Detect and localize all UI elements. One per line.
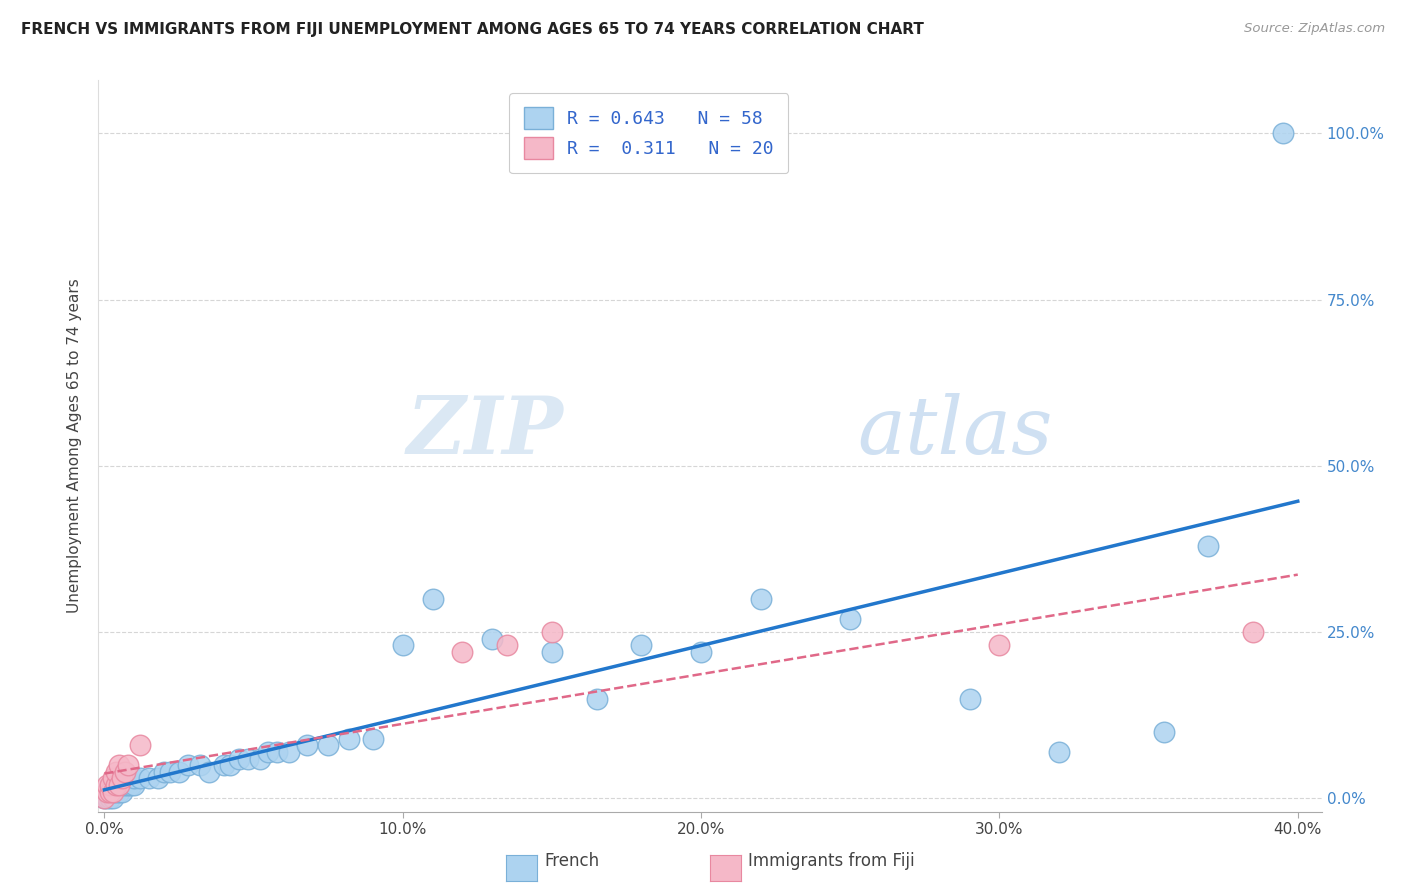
Point — [541, 645, 564, 659]
Point — [98, 785, 121, 799]
Point — [103, 785, 125, 799]
Point — [218, 758, 240, 772]
Text: French: French — [544, 852, 599, 870]
Point — [120, 778, 142, 792]
Point — [122, 772, 145, 786]
Point — [117, 758, 139, 772]
Point — [236, 751, 259, 765]
Text: atlas: atlas — [856, 392, 1052, 470]
Point — [129, 772, 152, 786]
Point — [122, 778, 145, 792]
Point — [108, 785, 131, 799]
Point — [749, 591, 772, 606]
Text: Immigrants from Fiji: Immigrants from Fiji — [748, 852, 915, 870]
Point — [103, 785, 125, 799]
Point — [114, 772, 136, 786]
Point — [108, 778, 131, 792]
Point — [96, 785, 118, 799]
Point — [117, 778, 139, 792]
Point — [114, 778, 136, 792]
Point — [98, 778, 121, 792]
Point — [93, 791, 115, 805]
Point — [98, 785, 121, 799]
Point — [585, 691, 607, 706]
Point — [111, 785, 134, 799]
Point — [96, 785, 118, 799]
Point — [496, 639, 519, 653]
Text: ZIP: ZIP — [406, 392, 564, 470]
Point — [98, 778, 121, 792]
Point — [188, 758, 211, 772]
Legend: R = 0.643   N = 58, R =  0.311   N = 20: R = 0.643 N = 58, R = 0.311 N = 20 — [509, 93, 789, 173]
Point — [146, 772, 169, 786]
Point — [105, 778, 128, 792]
Point — [1271, 127, 1294, 141]
Point — [481, 632, 503, 646]
Point — [138, 772, 160, 786]
Point — [167, 764, 190, 779]
Point — [1047, 745, 1070, 759]
Point — [228, 751, 250, 765]
Point — [1197, 539, 1219, 553]
Point — [1153, 725, 1175, 739]
Point — [103, 791, 125, 805]
Point — [159, 764, 181, 779]
Point — [959, 691, 981, 706]
Text: FRENCH VS IMMIGRANTS FROM FIJI UNEMPLOYMENT AMONG AGES 65 TO 74 YEARS CORRELATIO: FRENCH VS IMMIGRANTS FROM FIJI UNEMPLOYM… — [21, 22, 924, 37]
Point — [111, 772, 134, 786]
Point — [337, 731, 360, 746]
Point — [96, 778, 118, 792]
Point — [249, 751, 271, 765]
Point — [93, 791, 115, 805]
Point — [278, 745, 301, 759]
Point — [297, 738, 319, 752]
Point — [839, 612, 862, 626]
Point — [257, 745, 280, 759]
Point — [177, 758, 200, 772]
Point — [96, 791, 118, 805]
Point — [103, 772, 125, 786]
Point — [108, 758, 131, 772]
Text: Source: ZipAtlas.com: Source: ZipAtlas.com — [1244, 22, 1385, 36]
Point — [114, 764, 136, 779]
Point — [105, 785, 128, 799]
Point — [153, 764, 176, 779]
Point — [98, 791, 121, 805]
Point — [1241, 625, 1264, 640]
Point — [117, 772, 139, 786]
Point — [96, 785, 118, 799]
Point — [105, 764, 128, 779]
Point — [690, 645, 713, 659]
Point — [105, 778, 128, 792]
Point — [422, 591, 444, 606]
Point — [451, 645, 474, 659]
Point — [129, 738, 152, 752]
Point — [103, 778, 125, 792]
Point — [198, 764, 221, 779]
Y-axis label: Unemployment Among Ages 65 to 74 years: Unemployment Among Ages 65 to 74 years — [67, 278, 83, 614]
Point — [630, 639, 652, 653]
Point — [108, 778, 131, 792]
Point — [361, 731, 384, 746]
Point — [266, 745, 288, 759]
Point — [391, 639, 413, 653]
Point — [316, 738, 339, 752]
Point — [988, 639, 1011, 653]
Point — [111, 778, 134, 792]
Point — [212, 758, 235, 772]
Point — [541, 625, 564, 640]
